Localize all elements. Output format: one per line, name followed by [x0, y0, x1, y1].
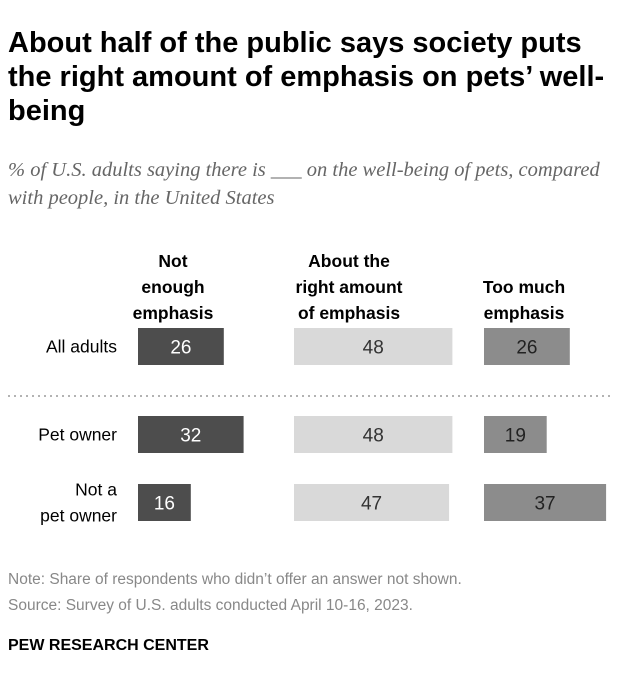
- row-label: pet owner: [40, 506, 117, 526]
- bar: [138, 328, 224, 365]
- chart-subtitle: % of U.S. adults saying there is ___ on …: [8, 159, 600, 209]
- column-header-2: of emphasis: [298, 303, 400, 323]
- data-label: 16: [154, 494, 175, 515]
- notes-block: Note: Share of respondents who didn’t of…: [8, 567, 616, 619]
- bar: [138, 416, 244, 453]
- bar: [294, 484, 450, 521]
- brand-logo: PEW RESEARCH CENTER: [8, 637, 209, 654]
- data-label: 19: [505, 426, 526, 447]
- bar: [294, 416, 453, 453]
- column-header-1: emphasis: [133, 303, 214, 323]
- data-label: 48: [363, 338, 384, 359]
- bar: [484, 484, 607, 521]
- data-label: 37: [534, 494, 555, 515]
- note-text: Note: Share of respondents who didn’t of…: [8, 571, 462, 588]
- column-header-3: emphasis: [484, 303, 565, 323]
- bar: [484, 328, 570, 365]
- chart-area: Not enough emphasis About the right amount of…: [8, 251, 612, 526]
- chart-title: About half of the public says society pu…: [8, 27, 605, 127]
- data-label: 47: [361, 494, 382, 515]
- column-header-2: right amount: [296, 277, 403, 297]
- bar: [294, 328, 453, 365]
- source-text: Source: Survey of U.S. adults conducted …: [8, 597, 413, 614]
- row-label: Pet owner: [38, 425, 117, 445]
- bar: [138, 484, 191, 521]
- data-label: 32: [180, 426, 201, 447]
- data-label: 26: [516, 338, 537, 359]
- row-label: Not a: [75, 480, 117, 500]
- row-label: All adults: [46, 337, 117, 357]
- bar: [484, 416, 547, 453]
- data-label: 26: [170, 338, 191, 359]
- column-header-1: Not: [158, 251, 187, 271]
- data-label: 48: [363, 426, 384, 447]
- column-header-3: Too much: [483, 277, 565, 297]
- column-header-2: About the: [308, 251, 390, 271]
- column-header-1: enough: [141, 277, 204, 297]
